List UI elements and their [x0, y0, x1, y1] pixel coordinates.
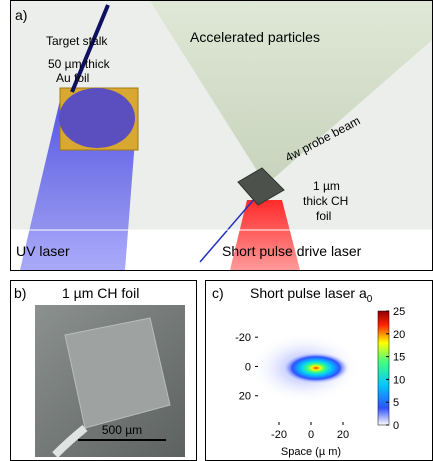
panel-label: c) [212, 285, 224, 301]
line: foil [316, 209, 331, 223]
panel-b: b) 1 µm CH foil 500 µm [11, 281, 197, 461]
x-axis-label: Space (µ m) [281, 446, 341, 458]
y-tick-label: 20 [239, 391, 251, 403]
colorbar-tick-label: 20 [393, 329, 405, 341]
label: Target stalk [46, 34, 108, 48]
line: Au foil [56, 71, 89, 85]
y-tick-label: 0 [245, 361, 251, 373]
line: 1 µm [313, 179, 340, 193]
label: Accelerated particles [190, 29, 320, 45]
x-tick-label: 0 [308, 429, 314, 441]
y-tick-label: -20 [235, 332, 251, 344]
colorbar-tick-label: 25 [393, 306, 405, 318]
colorbar [378, 311, 389, 425]
label: Short pulse drive laser [222, 243, 362, 259]
panel-label: b) [14, 285, 26, 301]
line: 50 µm thick [48, 57, 111, 71]
panel-title: 1 µm CH foil [62, 285, 139, 301]
panel-label: a) [15, 7, 27, 23]
heatmap-core [282, 352, 350, 384]
scale-label: 500 µm [102, 423, 142, 437]
figure: a) Target stalk 50 µm thickAu foil Accel… [0, 0, 433, 461]
colorbar-tick-label: 5 [393, 397, 399, 409]
colorbar-tick-label: 10 [393, 374, 405, 386]
x-tick-label: 20 [337, 429, 349, 441]
line: thick CH [303, 194, 348, 208]
label: UV laser [16, 243, 70, 259]
x-tick-label: -20 [271, 429, 287, 441]
uv-spot [59, 88, 135, 148]
subscript: 0 [367, 294, 373, 305]
colorbar-tick-label: 0 [393, 420, 399, 432]
colorbar-tick-label: 15 [393, 352, 405, 364]
title: Short pulse laser a [250, 285, 367, 301]
